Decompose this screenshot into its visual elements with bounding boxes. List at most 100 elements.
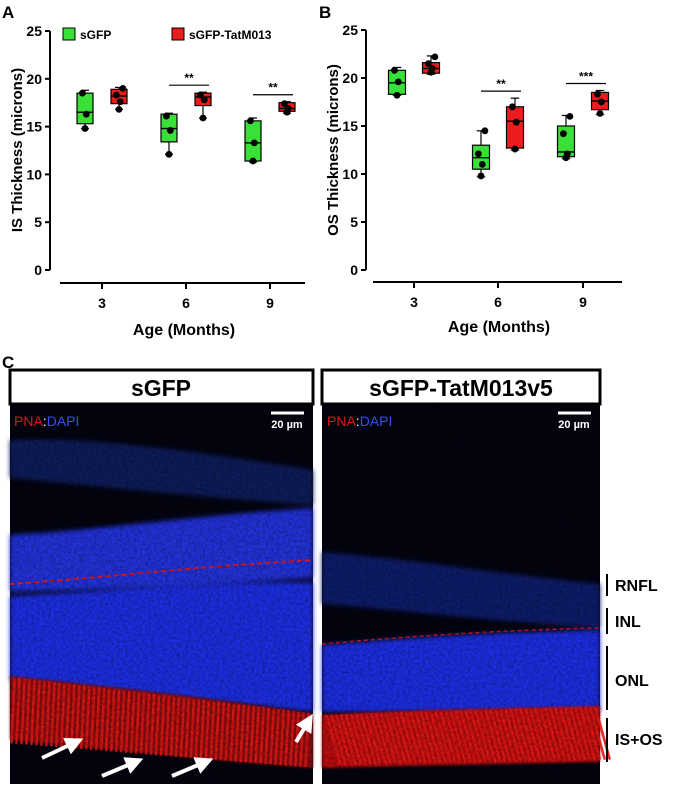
data-point	[566, 113, 574, 120]
y-tick-label: 15	[342, 118, 358, 134]
right-stain-pna: PNA	[327, 413, 356, 429]
chart-b-xlabel: Age (Months)	[448, 319, 550, 336]
data-point	[477, 172, 485, 180]
data-point	[200, 96, 208, 104]
data-point	[512, 118, 520, 126]
legend-sgfp-label: sGFP	[80, 28, 111, 42]
left-stain-pna: PNA	[14, 413, 43, 429]
right-grain	[322, 404, 600, 784]
left-stain-legend: PNA:DAPI	[14, 413, 79, 429]
left-title: sGFP	[131, 375, 191, 401]
data-point	[116, 98, 124, 106]
y-tick-label: 5	[34, 214, 42, 230]
significance-label: **	[184, 71, 194, 85]
data-point	[119, 84, 127, 92]
data-point	[115, 105, 123, 113]
data-point	[560, 130, 567, 138]
arrow-4	[294, 713, 313, 744]
data-point	[82, 110, 90, 118]
significance-label: **	[496, 77, 506, 91]
chart-b: OS Thickness (microns) Age (Months) 0 5 10…	[325, 22, 622, 336]
panel-b-label: B	[319, 3, 331, 22]
data-point	[394, 78, 402, 86]
left-scale-label: 20 µm	[271, 419, 303, 431]
micrograph-left: sGFP PNA:DAPI 20 µm	[8, 368, 315, 784]
data-point	[199, 114, 207, 122]
right-scale-label: 20 µm	[558, 419, 590, 431]
data-point	[431, 53, 439, 61]
chart-a-legend: sGFP sGFP-TatM013	[62, 27, 272, 42]
x-tick-label: 3	[98, 295, 106, 311]
data-point	[249, 157, 257, 165]
y-tick-label: 0	[350, 262, 358, 278]
panel-a-label: A	[2, 3, 14, 22]
layer-label-inl: INL	[615, 614, 641, 631]
y-tick-label: 0	[34, 262, 42, 278]
data-point	[509, 103, 516, 111]
data-point	[113, 91, 120, 99]
y-tick-label: 5	[350, 214, 358, 230]
y-tick-label: 25	[342, 22, 358, 38]
data-point	[250, 139, 258, 147]
arrow-2	[101, 757, 144, 778]
data-point	[428, 65, 436, 72]
chart-b-ylabel: OS Thickness (microns)	[325, 64, 342, 236]
data-point	[511, 145, 519, 153]
layer-labels: RNFL INL ONL IS+OS	[606, 574, 663, 762]
data-point	[594, 90, 601, 98]
x-tick-label: 3	[410, 294, 418, 310]
chart-a-ylabel: IS Thickness (microns)	[9, 68, 26, 232]
legend-tat-swatch	[171, 27, 185, 41]
data-point	[166, 127, 174, 134]
chart-a-xlabel: Age (Months)	[133, 322, 235, 339]
arrow-1	[41, 738, 84, 760]
data-point	[475, 150, 482, 158]
x-tick-label: 6	[182, 295, 190, 311]
data-point	[596, 110, 604, 117]
left-title-box	[8, 368, 315, 406]
data-point	[391, 66, 398, 74]
data-point	[165, 150, 173, 158]
data-point	[79, 89, 86, 97]
right-stain-dapi: DAPI	[360, 413, 393, 429]
layer-label-isos: IS+OS	[615, 732, 663, 749]
data-point	[281, 100, 288, 108]
x-tick-label: 9	[266, 295, 274, 311]
y-tick-label: 15	[26, 119, 42, 135]
y-tick-label: 10	[26, 166, 42, 182]
chart-a: IS Thickness (microns) Age (Months) sGFP…	[9, 23, 305, 339]
left-stain-dapi: DAPI	[47, 413, 80, 429]
box-tat-6	[505, 106, 525, 149]
right-title-box	[320, 368, 602, 406]
left-arrows	[41, 713, 313, 778]
left-grain	[10, 404, 313, 784]
data-point	[197, 91, 204, 99]
box-sgfp-3	[76, 92, 94, 125]
data-point	[425, 60, 432, 67]
layer-label-onl: ONL	[615, 673, 649, 690]
data-point	[247, 117, 254, 125]
layer-label-rnfl: RNFL	[615, 578, 658, 595]
data-point	[481, 127, 489, 135]
right-title: sGFP-TatM013v5	[369, 375, 553, 401]
data-point	[393, 91, 401, 99]
data-point	[563, 150, 571, 158]
data-point	[163, 112, 170, 120]
y-tick-label: 25	[26, 23, 42, 39]
y-tick-label: 20	[342, 70, 358, 86]
data-point	[478, 161, 486, 168]
arrow-3	[171, 757, 214, 778]
left-stain-sep: :	[43, 413, 47, 429]
data-point	[81, 125, 89, 132]
right-stain-sep: :	[356, 413, 360, 429]
data-point	[597, 98, 605, 106]
x-tick-label: 9	[579, 294, 587, 310]
right-stain-legend: PNA:DAPI	[327, 413, 392, 429]
panel-c-label: C	[2, 353, 14, 372]
legend-tat-label: sGFP-TatM013	[189, 28, 272, 42]
micrograph-right: sGFP-TatM013v5 PNA:DAPI 20 µm	[320, 368, 611, 784]
y-tick-label: 20	[26, 71, 42, 87]
significance-label: **	[268, 81, 278, 95]
significance-label: ***	[579, 69, 593, 83]
